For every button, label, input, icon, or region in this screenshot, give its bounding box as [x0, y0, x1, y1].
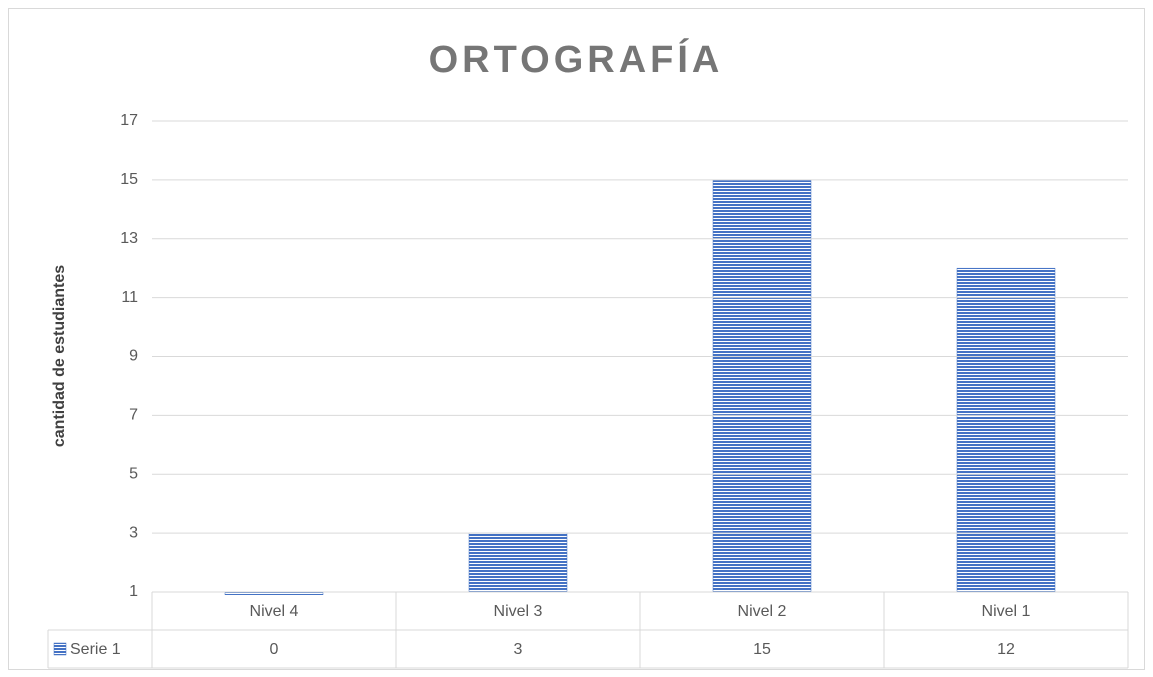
- x-tick-label: Nivel 1: [982, 603, 1031, 620]
- table-value: 15: [753, 641, 771, 658]
- bar: [956, 267, 1056, 593]
- y-tick-label: 13: [120, 230, 138, 247]
- table-value: 12: [997, 641, 1015, 658]
- chart-title: ORTOGRAFÍA: [429, 37, 724, 81]
- x-tick-label: Nivel 3: [494, 603, 543, 620]
- x-tick-label: Nivel 2: [738, 603, 787, 620]
- y-tick-label: 15: [120, 171, 138, 188]
- bar: [712, 179, 812, 593]
- y-axis-label: cantidad de estudiantes: [51, 265, 68, 447]
- y-tick-label: 17: [120, 112, 138, 129]
- legend-key: [53, 642, 67, 656]
- y-tick-label: 1: [129, 583, 138, 600]
- y-tick-label: 11: [121, 289, 138, 306]
- table-value: 0: [270, 641, 279, 658]
- table-value: 3: [514, 641, 523, 658]
- x-tick-label: Nivel 4: [250, 603, 299, 620]
- y-tick-label: 5: [129, 465, 138, 482]
- y-tick-label: 3: [129, 524, 138, 541]
- plot-area: [224, 179, 1056, 595]
- legend-label: Serie 1: [70, 641, 121, 658]
- y-tick-label: 7: [129, 407, 138, 424]
- bar: [468, 532, 568, 593]
- y-tick-label: 9: [129, 348, 138, 365]
- chart-border: [8, 8, 1145, 670]
